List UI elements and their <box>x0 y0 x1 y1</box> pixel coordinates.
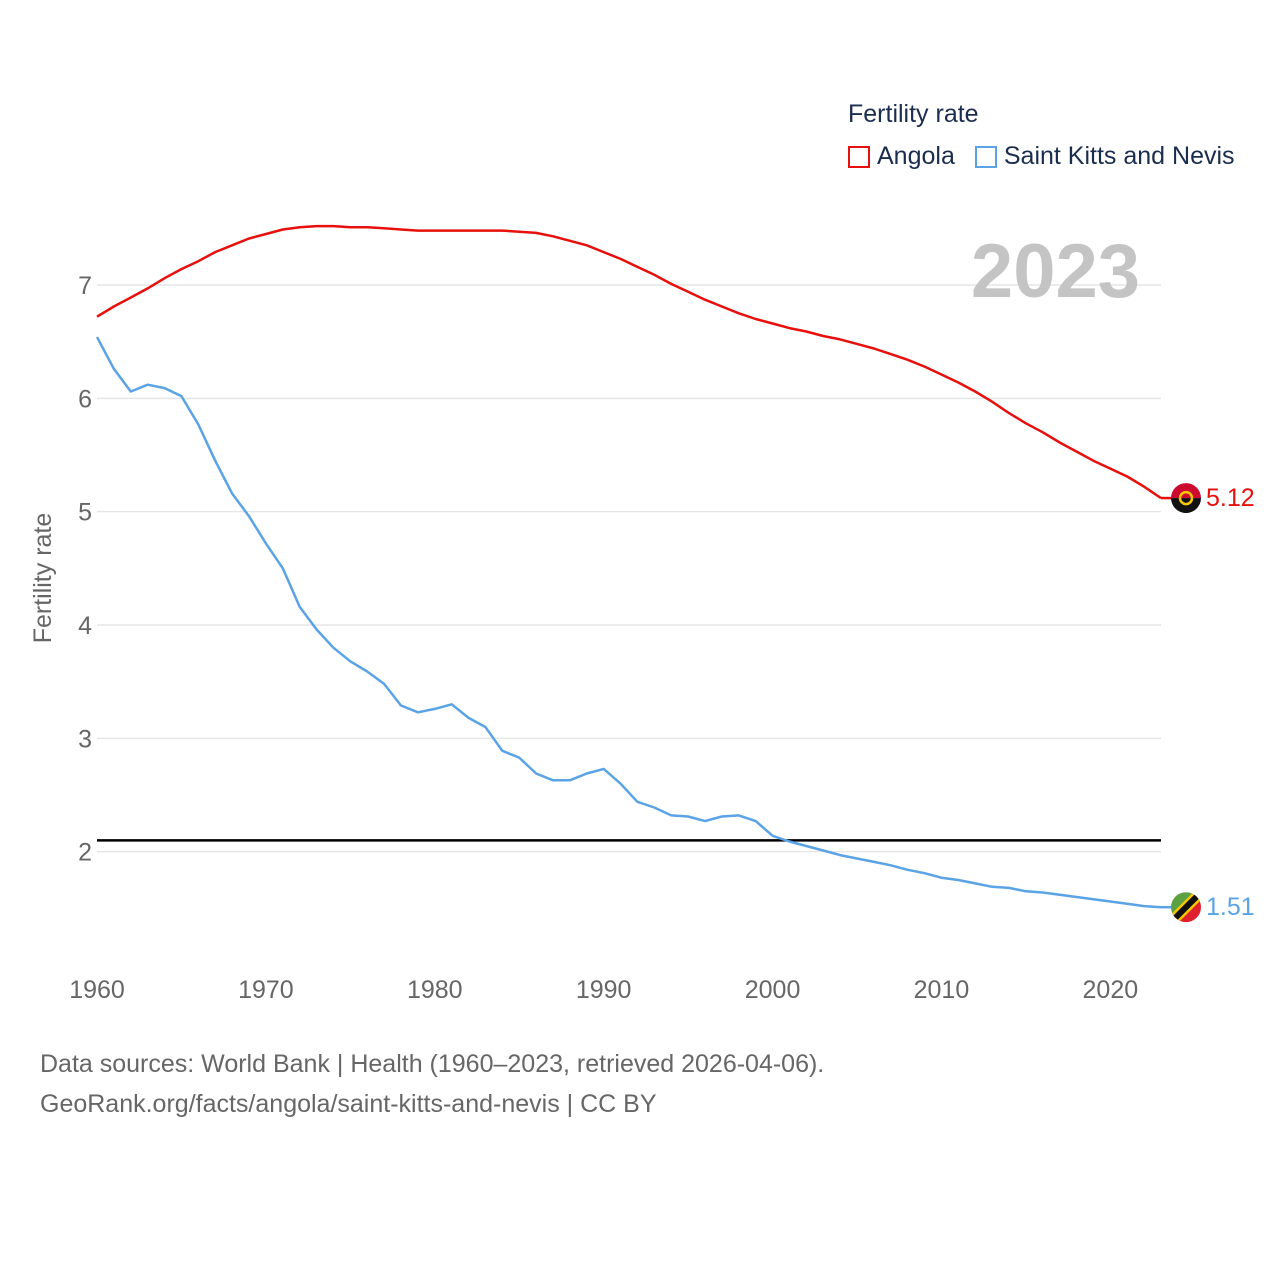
legend-label-saint-kitts-and-nevis: Saint Kitts and Nevis <box>1003 142 1235 170</box>
end-markers: 5.12 1.51 <box>1161 483 1255 923</box>
y-tick-label: 4 <box>78 612 92 640</box>
y-tick-label: 2 <box>78 839 92 867</box>
y-axis-label: Fertility rate <box>29 513 57 644</box>
series-line-angola <box>96 224 1162 500</box>
x-tick-label: 2000 <box>745 976 801 1004</box>
series-line-saint-kitts-and-nevis <box>95 336 1162 909</box>
source-line-data: Data sources: World Bank | Health (1960–… <box>40 1050 825 1078</box>
end-label-angola: 5.12 <box>1206 484 1255 512</box>
source-line-url: GeoRank.org/facts/angola/saint-kitts-and… <box>40 1090 657 1118</box>
source-note: Data sources: World Bank | Health (1960–… <box>40 1044 824 1124</box>
legend-item-saint-kitts-and-nevis[interactable]: Saint Kitts and Nevis <box>974 142 1235 171</box>
x-tick-label: 2010 <box>914 976 970 1004</box>
legend-item-angola[interactable]: Angola <box>848 142 955 171</box>
y-tick-label: 7 <box>78 272 92 300</box>
legend-label-angola: Angola <box>877 142 955 170</box>
x-tick-label: 1980 <box>407 976 463 1004</box>
x-tick-label: 1970 <box>238 976 294 1004</box>
x-tick-label: 1960 <box>69 976 125 1004</box>
series-lines <box>95 224 1162 909</box>
y-tick-label: 3 <box>78 725 92 753</box>
flag-icon-angola <box>1171 483 1201 514</box>
y-axis-ticks: 2 3 4 5 6 7 <box>78 272 92 867</box>
x-tick-label: 1990 <box>576 976 632 1004</box>
flag-icon-saint-kitts-and-nevis <box>1171 892 1201 923</box>
end-label-saint-kitts-and-nevis: 1.51 <box>1206 893 1255 921</box>
legend: Angola Saint Kitts and Nevis <box>848 142 1255 171</box>
y-tick-label: 5 <box>78 499 92 527</box>
year-label: 2023 <box>970 229 1140 314</box>
legend-swatch-angola <box>848 145 870 168</box>
y-tick-label: 6 <box>78 385 92 413</box>
legend-title: Fertility rate <box>848 100 979 128</box>
legend-swatch-saint-kitts-and-nevis <box>974 145 997 168</box>
x-axis-ticks: 1960 1970 1980 1990 2000 2010 2020 <box>69 976 1138 1004</box>
x-tick-label: 2020 <box>1083 976 1139 1004</box>
gridlines <box>97 284 1161 853</box>
